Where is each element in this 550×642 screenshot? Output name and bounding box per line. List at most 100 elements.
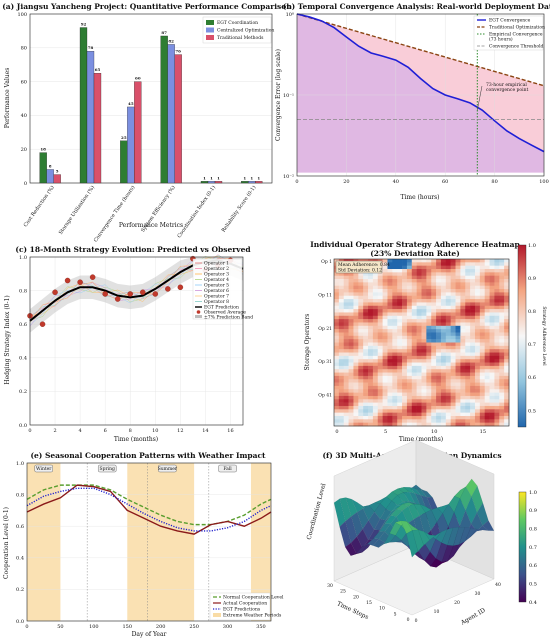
- heatmap-cell: [411, 415, 417, 420]
- heatmap-cell: [406, 335, 413, 340]
- heatmap-cell: [363, 319, 369, 323]
- heatmap-cell: [504, 392, 510, 397]
- heatmap-cell: [474, 395, 481, 400]
- heatmap-cell: [406, 369, 413, 373]
- y-tick-label: 100: [17, 12, 27, 18]
- heatmap-cell: [489, 285, 495, 290]
- heatmap-cell: [392, 395, 398, 400]
- heatmap-cell: [484, 332, 490, 337]
- heatmap-cell: [440, 279, 447, 283]
- heatmap-cell: [479, 335, 485, 340]
- heatmap-cell: [479, 305, 485, 310]
- heatmap-cell: [392, 305, 398, 310]
- heatmap-cell: [489, 375, 495, 380]
- heatmap-cell: [479, 312, 485, 317]
- heatmap-cell: [343, 419, 349, 423]
- heatmap-cell: [460, 412, 466, 417]
- panel-d: Individual Operator Strategy Adherence H…: [304, 240, 547, 443]
- heatmap-cell: [338, 409, 345, 413]
- heatmap-cell: [372, 325, 379, 330]
- heatmap-cell: [397, 262, 403, 266]
- heatmap-cell: [377, 322, 383, 327]
- heatmap-cell: [397, 339, 403, 343]
- chart-title: (e) Seasonal Cooperation Patterns with W…: [30, 451, 266, 460]
- data-label: 78: [88, 45, 94, 50]
- heatmap-cell: [363, 385, 369, 390]
- heatmap-cell: [426, 295, 432, 300]
- heatmap-cell: [426, 279, 432, 283]
- heatmap-cell: [411, 332, 417, 337]
- heatmap-cell: [421, 319, 427, 323]
- heatmap-cell: [387, 355, 393, 360]
- y-axis-label: Performance Values: [4, 68, 11, 129]
- heatmap-cell: [353, 415, 359, 420]
- heatmap-cell: [402, 379, 408, 383]
- heatmap-cell: [416, 319, 422, 323]
- heatmap-cell: [445, 275, 451, 280]
- heatmap-cell: [402, 399, 408, 403]
- heatmap-cell: [421, 395, 427, 400]
- heatmap-cell: [397, 409, 403, 413]
- heatmap-cell: [416, 315, 422, 320]
- heatmap-cell: [440, 349, 447, 353]
- heatmap-cell: [474, 422, 481, 427]
- heatmap-cell: [338, 299, 345, 303]
- heatmap-cell: [450, 392, 456, 397]
- heatmap-cell: [392, 312, 398, 317]
- heatmap-cell: [377, 352, 383, 357]
- x-tick-label: 0: [335, 429, 338, 435]
- heatmap-cell: [504, 309, 510, 313]
- heatmap-cell: [334, 289, 340, 293]
- heatmap-cell: [387, 282, 393, 287]
- heatmap-cell: [368, 295, 374, 300]
- y-tick-label: 40: [495, 582, 501, 588]
- heatmap-cell: [338, 415, 345, 420]
- surface-patch: [435, 529, 448, 543]
- heatmap-cell: [436, 315, 442, 320]
- heatmap-cell: [465, 309, 471, 313]
- heatmap-cell: [474, 379, 481, 383]
- heatmap-cell: [382, 282, 388, 287]
- x-tick-label: Coordination Index (0-1): [176, 184, 218, 239]
- season-box: [158, 464, 177, 473]
- heatmap-cell: [387, 339, 393, 343]
- heatmap-cell: [348, 419, 354, 423]
- heatmap-cell: [363, 315, 369, 320]
- heatmap-cell: [465, 415, 471, 420]
- heatmap-cell: [494, 359, 500, 363]
- heatmap-cell: [431, 292, 437, 297]
- heatmap-cell: [504, 299, 510, 303]
- heatmap-cell: [397, 269, 403, 273]
- heatmap-cell: [392, 352, 398, 357]
- heatmap-cell: [450, 385, 456, 390]
- heatmap-cell: [368, 292, 374, 297]
- heatmap-cell: [421, 272, 427, 276]
- y-axis-label: Convergence Error (log scale): [275, 49, 282, 141]
- heatmap-cell: [436, 322, 442, 327]
- heatmap-cell: [465, 322, 471, 327]
- heatmap-cell: [460, 389, 466, 393]
- observed-point: [52, 289, 58, 296]
- heatmap-cell: [368, 412, 374, 417]
- heatmap-cell: [479, 415, 485, 420]
- heatmap-cell: [445, 335, 451, 340]
- heatmap-cell: [382, 362, 388, 367]
- heatmap-cell: [465, 275, 471, 280]
- heatmap-cell: [348, 375, 354, 380]
- heatmap-cell: [460, 329, 466, 333]
- heatmap-cell: [382, 272, 388, 276]
- heatmap-cell: [372, 355, 379, 360]
- heatmap-cell: [445, 412, 451, 417]
- heatmap-cell: [484, 402, 490, 407]
- y-tick-label: 0.0: [16, 619, 24, 625]
- heatmap-cell: [397, 265, 403, 270]
- heatmap-cell: [387, 349, 393, 353]
- heatmap-cell: [450, 372, 456, 377]
- heatmap-cell: [392, 309, 398, 313]
- heatmap-cell: [372, 309, 379, 313]
- heatmap-cell: [426, 325, 432, 330]
- heatmap-cell: [455, 372, 461, 377]
- heatmap-cell: [416, 422, 422, 427]
- heatmap-cell: [445, 259, 451, 263]
- heatmap-cell: [397, 299, 403, 303]
